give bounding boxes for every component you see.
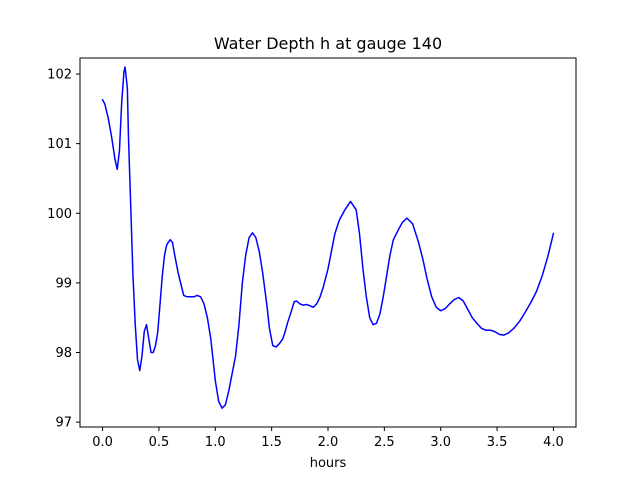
x-tick-label: 2.5 bbox=[374, 435, 395, 450]
y-tick-label: 99 bbox=[55, 276, 72, 291]
x-tick-label: 4.0 bbox=[543, 435, 564, 450]
series-line-0 bbox=[101, 66, 555, 409]
x-tick-label: 0.5 bbox=[149, 435, 170, 450]
chart-title: Water Depth h at gauge 140 bbox=[214, 34, 442, 53]
y-tick-label: 101 bbox=[47, 137, 72, 152]
plot-area bbox=[101, 66, 555, 409]
x-tick-label: 1.0 bbox=[205, 435, 226, 450]
x-tick-label: 3.0 bbox=[430, 435, 451, 450]
y-tick-label: 97 bbox=[55, 416, 72, 431]
x-tick-label: 3.5 bbox=[487, 435, 508, 450]
y-tick-label: 102 bbox=[47, 68, 72, 83]
y-tick-label: 100 bbox=[47, 207, 72, 222]
y-tick-label: 98 bbox=[55, 346, 72, 361]
x-tick-label: 0.0 bbox=[92, 435, 113, 450]
y-axis: 97 98 99 100 101 102 bbox=[47, 68, 80, 431]
x-axis: 0.0 0.5 1.0 1.5 2.0 2.5 3.0 3.5 4.0 bbox=[92, 427, 564, 450]
x-tick-label: 1.5 bbox=[261, 435, 282, 450]
x-tick-label: 2.0 bbox=[318, 435, 339, 450]
x-axis-label: hours bbox=[310, 456, 347, 471]
